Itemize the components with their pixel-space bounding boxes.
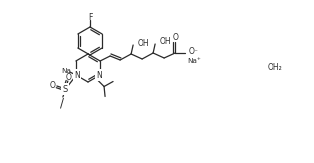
Text: N: N — [96, 71, 102, 80]
Text: OH: OH — [138, 38, 150, 47]
Text: Na: Na — [61, 68, 71, 74]
Text: N: N — [74, 71, 80, 80]
Text: OH: OH — [160, 37, 172, 46]
Text: /: / — [60, 96, 64, 110]
Text: S: S — [62, 84, 68, 94]
Text: O⁻: O⁻ — [189, 47, 199, 57]
Text: Na⁺: Na⁺ — [187, 58, 201, 64]
Text: F: F — [88, 13, 92, 22]
Text: O: O — [50, 81, 56, 89]
Text: O: O — [172, 34, 178, 43]
Text: O: O — [66, 73, 72, 82]
Text: OH₂: OH₂ — [268, 64, 283, 73]
